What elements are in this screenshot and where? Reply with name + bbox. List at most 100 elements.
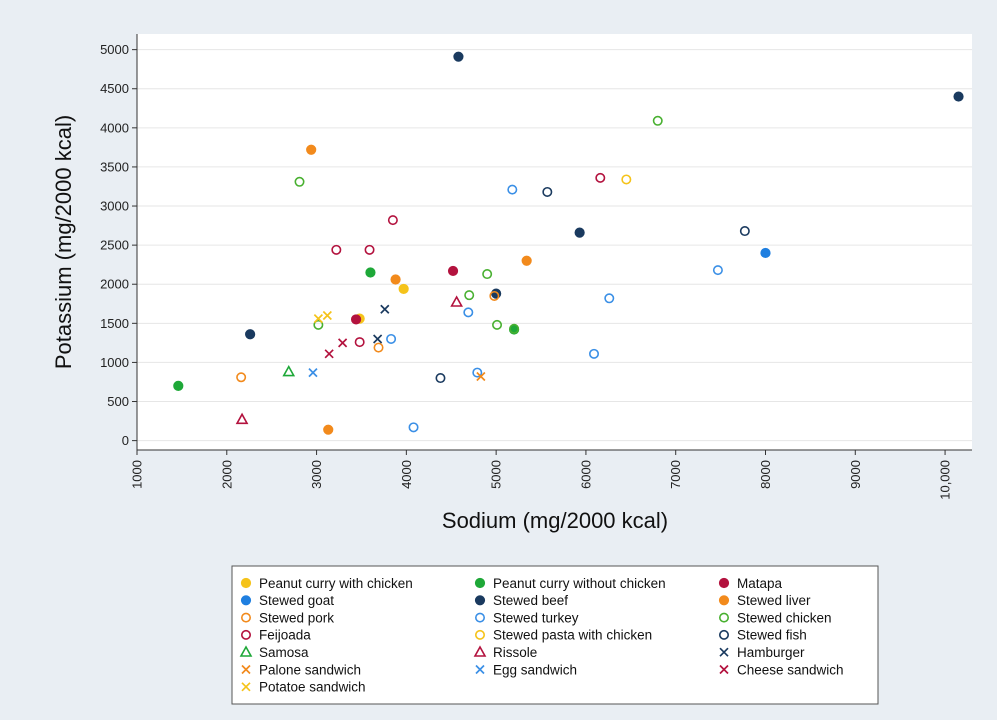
- data-point: [380, 304, 390, 314]
- data-point: [491, 288, 502, 299]
- data-point: [338, 338, 348, 348]
- data-point: [282, 364, 296, 377]
- legend-item: Peanut curry without chicken: [474, 576, 666, 591]
- data-point: [323, 424, 334, 435]
- x-tick-label: 9000: [848, 460, 863, 489]
- data-point: [492, 319, 503, 330]
- legend-marker: [241, 682, 251, 692]
- legend-marker: [240, 577, 252, 589]
- x-tick-label: 3000: [309, 460, 324, 489]
- x-tick-label: 4000: [399, 460, 414, 489]
- data-point: [331, 244, 342, 255]
- data-point: [472, 367, 483, 378]
- legend-marker: [241, 612, 252, 623]
- data-point: [712, 265, 723, 276]
- legend-item: Palone sandwich: [241, 662, 361, 677]
- data-point: [447, 265, 459, 277]
- legend-marker: [718, 612, 729, 623]
- data-point: [435, 373, 446, 384]
- legend-marker: [475, 664, 485, 675]
- legend-marker: [474, 595, 486, 606]
- legend-item: Cheese sandwich: [719, 662, 844, 677]
- data-point: [365, 267, 376, 278]
- legend-item: Stewed pasta with chicken: [474, 628, 652, 643]
- data-point: [236, 372, 247, 383]
- data-point: [621, 174, 632, 185]
- data-point: [652, 115, 663, 126]
- legend-item: Matapa: [718, 576, 783, 591]
- data-point: [464, 290, 475, 301]
- data-point: [245, 329, 256, 340]
- y-tick-label: 1500: [100, 316, 129, 331]
- legend-label: Palone sandwich: [259, 662, 361, 677]
- legend-label: Peanut curry without chicken: [493, 576, 666, 591]
- legend-item: Feijoada: [241, 628, 311, 643]
- data-point: [386, 333, 397, 344]
- data-point: [322, 310, 332, 321]
- data-point: [739, 226, 750, 237]
- legend-marker: [474, 612, 485, 623]
- legend-label: Stewed chicken: [737, 610, 832, 625]
- plot-area: [137, 34, 972, 450]
- legend-label: Stewed pork: [259, 610, 334, 625]
- legend-marker: [239, 645, 253, 657]
- y-tick-label: 500: [107, 394, 129, 409]
- data-point: [453, 51, 464, 62]
- data-point: [313, 314, 323, 324]
- legend-label: Stewed liver: [737, 593, 811, 608]
- data-point: [482, 269, 493, 280]
- legend-marker: [240, 595, 252, 606]
- data-point: [398, 283, 409, 295]
- legend-marker: [474, 629, 485, 640]
- data-point: [364, 244, 375, 255]
- legend-label: Stewed goat: [259, 593, 334, 608]
- legend: Peanut curry with chicken Peanut curry wi…: [231, 565, 879, 705]
- legend-items: Peanut curry with chicken Peanut curry wi…: [239, 576, 844, 695]
- legend-label: Potatoe sandwich: [259, 680, 366, 695]
- y-tick-label: 0: [122, 433, 129, 448]
- x-tick-label: 7000: [668, 460, 683, 489]
- data-points: [173, 51, 964, 435]
- data-point: [574, 227, 585, 238]
- x-tick-label: 10,000: [938, 460, 953, 500]
- legend-label: Stewed pasta with chicken: [493, 628, 652, 643]
- legend-item: Potatoe sandwich: [241, 680, 366, 695]
- data-point: [373, 342, 384, 353]
- x-tick-label: 1000: [130, 460, 145, 489]
- x-tick-label: 8000: [758, 460, 773, 489]
- legend-label: Stewed beef: [493, 593, 568, 608]
- legend-item: Samosa: [239, 645, 309, 660]
- x-axis-title: Sodium (mg/2000 kcal): [442, 508, 668, 533]
- legend-item: Stewed liver: [718, 593, 811, 608]
- data-point: [173, 380, 184, 391]
- data-point: [604, 293, 615, 304]
- legend-label: Stewed fish: [737, 628, 807, 643]
- data-point: [476, 371, 486, 382]
- legend-marker: [719, 647, 729, 657]
- y-axis-title: Potassium (mg/2000 kcal): [51, 115, 76, 369]
- y-tick-label: 2500: [100, 238, 129, 253]
- legend-item: Peanut curry with chicken: [240, 576, 413, 591]
- x-tick-label: 5000: [489, 460, 504, 489]
- data-point: [463, 307, 474, 318]
- legend-marker: [474, 577, 486, 589]
- data-point: [507, 184, 518, 195]
- y-tick-label: 3000: [100, 199, 129, 214]
- legend-label: Peanut curry with chicken: [259, 576, 413, 591]
- legend-label: Egg sandwich: [493, 662, 577, 677]
- data-point: [373, 334, 383, 344]
- data-point: [589, 348, 600, 359]
- data-point: [324, 349, 334, 359]
- legend-item: Stewed pork: [241, 610, 334, 625]
- legend-item: Rissole: [473, 645, 537, 660]
- legend-marker: [241, 664, 251, 675]
- legend-marker: [719, 664, 729, 675]
- data-point: [595, 172, 606, 183]
- data-point: [354, 337, 365, 348]
- legend-label: Samosa: [259, 645, 309, 660]
- legend-item: Stewed turkey: [474, 610, 579, 625]
- data-point: [953, 91, 964, 102]
- data-point: [450, 295, 463, 307]
- legend-item: Stewed beef: [474, 593, 568, 608]
